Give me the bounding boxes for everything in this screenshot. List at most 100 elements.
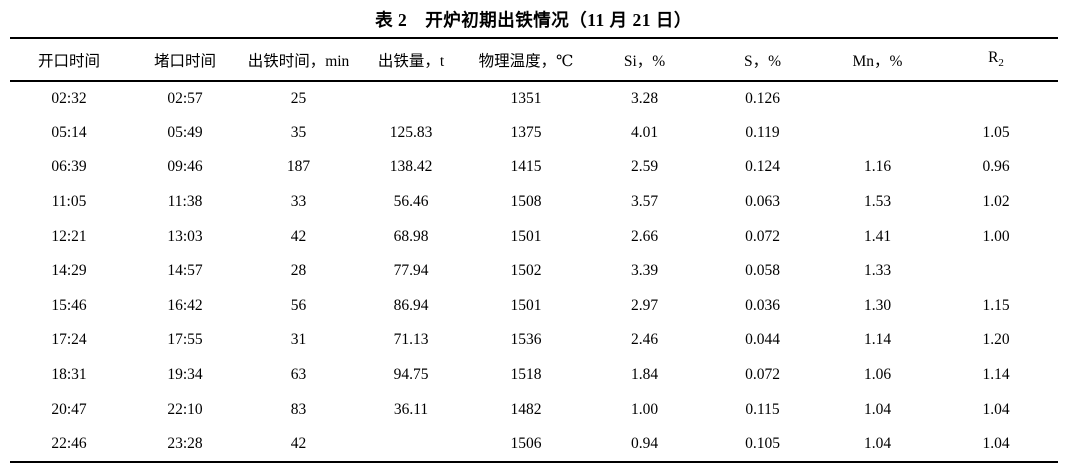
table-cell: 25 (290, 89, 307, 107)
table-cell (821, 81, 934, 116)
table-cell: 1.41 (863, 227, 892, 245)
table-cell: 1501 (510, 227, 542, 245)
table-cell: 02:32 (51, 89, 87, 107)
table-cell: 0.96 (982, 158, 1010, 176)
table-cell: 1502 (510, 262, 542, 280)
table-cell: 71.13 (393, 331, 429, 349)
table-cell: 56.46 (393, 193, 429, 211)
table-cell: 0.072 (745, 366, 780, 384)
table-cell (934, 81, 1058, 116)
table-cell: 1.14 (982, 366, 1010, 384)
table-cell: 3.28 (630, 89, 659, 107)
table-cell: 3.57 (630, 193, 659, 211)
column-header-s: S，% (704, 38, 821, 82)
table-cell: 2.97 (630, 296, 659, 314)
column-header-plug-time: 堵口时间 (128, 38, 242, 82)
table-cell: 4.01 (630, 123, 659, 141)
table-row: 20:47 22:10 83 36.11 1482 1.00 0.115 1.04 1.04 (10, 392, 1058, 427)
table-row: 17:24 17:55 31 71.13 1536 2.46 0.044 1.14 1.20 (10, 323, 1058, 358)
r2-subscript: 2 (998, 57, 1004, 70)
table-cell: 0.126 (745, 89, 780, 107)
table-cell: 1.04 (863, 434, 892, 452)
table-cell: 2.66 (630, 227, 659, 245)
table-cell: 19:34 (167, 366, 203, 384)
table-cell: 22:10 (167, 400, 203, 418)
table-cell: 2.46 (630, 331, 659, 349)
table-row: 11:05 11:38 33 56.46 1508 3.57 0.063 1.53 1.02 (10, 185, 1058, 220)
table-cell: 1536 (510, 331, 542, 349)
table-cell: 06:39 (51, 158, 87, 176)
table-cell: 1375 (510, 123, 542, 141)
column-header-r2: R2 (934, 38, 1058, 82)
table-cell: 18:31 (51, 366, 87, 384)
column-header-si: Si，% (585, 38, 704, 82)
table-body: 02:32 02:57 25 1351 3.28 0.126 05:14 05:49 35 125… (10, 81, 1058, 462)
table-cell: 56 (290, 296, 307, 314)
table-cell: 05:49 (167, 123, 203, 141)
table-cell: 0.072 (745, 227, 780, 245)
table-cell: 94.75 (393, 366, 429, 384)
table-cell: 23:28 (167, 434, 203, 452)
table-cell: 1518 (510, 366, 542, 384)
table-cell: 14:29 (51, 262, 87, 280)
table-cell (934, 254, 1058, 289)
table-cell: 36.11 (393, 400, 429, 418)
table-cell: 09:46 (167, 158, 203, 176)
table-cell: 1351 (510, 89, 542, 107)
table-cell: 20:47 (51, 400, 87, 418)
table-cell (355, 81, 467, 116)
table-row: 22:46 23:28 42 1506 0.94 0.105 1.04 1.04 (10, 427, 1058, 462)
table-cell (355, 427, 467, 462)
table-cell: 35 (290, 123, 307, 141)
table-cell: 42 (290, 434, 307, 452)
table-row: 15:46 16:42 56 86.94 1501 2.97 0.036 1.30 1.15 (10, 289, 1058, 324)
table-cell: 1.53 (863, 193, 892, 211)
table-cell: 0.115 (745, 400, 780, 418)
table-cell: 0.94 (630, 434, 659, 452)
column-header-tap-duration: 出铁时间，min (242, 38, 355, 82)
table-cell: 83 (290, 400, 307, 418)
table-cell: 17:24 (51, 331, 87, 349)
table-cell: 11:05 (51, 193, 87, 211)
table-cell: 1508 (510, 193, 542, 211)
table-cell: 1.04 (982, 434, 1010, 452)
table-row: 06:39 09:46 187 138.42 1415 2.59 0.124 1.16 0.96 (10, 150, 1058, 185)
table-row: 05:14 05:49 35 125.83 1375 4.01 0.119 1.05 (10, 116, 1058, 151)
column-header-mn: Mn，% (821, 38, 934, 82)
column-header-iron-output: 出铁量，t (355, 38, 467, 82)
table-cell: 1.14 (863, 331, 892, 349)
table-cell: 05:14 (51, 123, 87, 141)
table-cell: 86.94 (393, 296, 429, 314)
table-cell: 1.02 (982, 193, 1010, 211)
table-cell: 3.39 (630, 262, 659, 280)
table-caption: 表 2 开炉初期出铁情况（11 月 21 日） (375, 10, 692, 30)
table-cell: 0.044 (745, 331, 780, 349)
column-header-open-time: 开口时间 (10, 38, 128, 82)
table-cell: 0.036 (745, 296, 780, 314)
table-header-row: 开口时间 堵口时间 出铁时间，min 出铁量，t 物理温度，℃ Si，% S，%… (10, 38, 1058, 82)
table-cell: 1.15 (982, 296, 1010, 314)
table-row: 14:29 14:57 28 77.94 1502 3.39 0.058 1.33 (10, 254, 1058, 289)
table-cell: 1.00 (982, 227, 1010, 245)
table-cell: 1.00 (630, 400, 659, 418)
table-cell: 17:55 (167, 331, 203, 349)
table-cell: 16:42 (167, 296, 203, 314)
r2-base: R (988, 49, 999, 67)
table-cell: 13:03 (167, 227, 203, 245)
table-cell: 0.063 (745, 193, 780, 211)
table-cell: 0.119 (745, 123, 780, 141)
table-cell: 77.94 (393, 262, 429, 280)
table-row: 12:21 13:03 42 68.98 1501 2.66 0.072 1.41 1.00 (10, 219, 1058, 254)
table-cell: 12:21 (51, 227, 87, 245)
table-cell: 1482 (510, 400, 542, 418)
table-cell: 1.33 (863, 262, 892, 280)
table-cell: 1.16 (863, 158, 892, 176)
table-cell: 2.59 (630, 158, 659, 176)
table-cell: 1.84 (630, 366, 659, 384)
table-cell: 1.30 (863, 296, 892, 314)
table-cell: 125.83 (389, 123, 433, 141)
table-cell: 33 (290, 193, 307, 211)
table-cell: 1.05 (982, 123, 1010, 141)
table-cell: 1501 (510, 296, 542, 314)
table-cell: 68.98 (393, 227, 429, 245)
